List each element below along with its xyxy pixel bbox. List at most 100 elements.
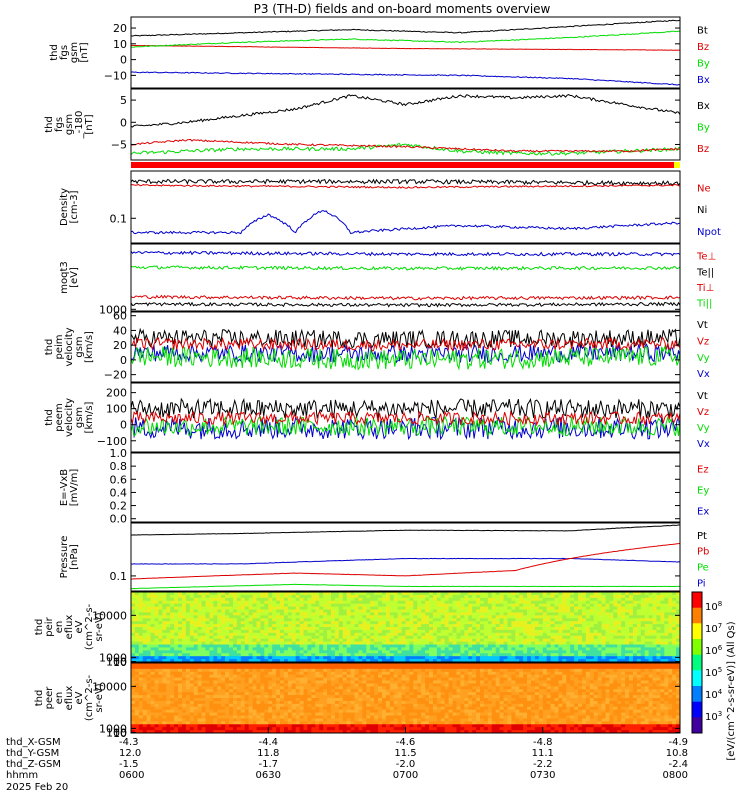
- heatmap-cell: [299, 635, 304, 640]
- heatmap-cell: [507, 656, 512, 660]
- heatmap-cell: [276, 656, 281, 660]
- heatmap-cell: [229, 621, 234, 625]
- heatmap-cell: [385, 612, 391, 616]
- heatmap-cell: [158, 718, 163, 722]
- heatmap-cell: [221, 721, 226, 725]
- heatmap-cell: [429, 629, 434, 634]
- heatmap-cell: [495, 594, 501, 599]
- heatmap-cell: [397, 615, 402, 619]
- heatmap-cell: [272, 730, 277, 734]
- heatmap-cell: [483, 627, 489, 631]
- heatmap-cell: [287, 686, 293, 690]
- heatmap-cell: [632, 621, 638, 625]
- heatmap-cell: [197, 715, 202, 719]
- heatmap-cell: [146, 703, 152, 708]
- heatmap-cell: [358, 606, 363, 610]
- heatmap-cell: [425, 597, 430, 602]
- heatmap-cell: [244, 635, 250, 640]
- heatmap-cell: [209, 594, 214, 599]
- heatmap-cell: [213, 629, 218, 634]
- heatmap-cell: [131, 730, 136, 734]
- heatmap-cell: [617, 606, 622, 610]
- heatmap-cell: [632, 606, 638, 610]
- heatmap-cell: [315, 641, 320, 645]
- heatmap-cell: [213, 686, 218, 690]
- heatmap-cell: [601, 627, 606, 631]
- heatmap-cell: [280, 618, 285, 622]
- heatmap-cell: [166, 700, 171, 705]
- legend-Vz: Vz: [697, 407, 709, 418]
- heatmap-cell: [299, 700, 304, 705]
- heatmap-cell: [562, 635, 567, 640]
- heatmap-cell: [530, 609, 536, 613]
- heatmap-cell: [570, 656, 575, 660]
- heatmap-cell: [374, 647, 379, 651]
- heatmap-cell: [350, 629, 355, 634]
- heatmap-cell: [472, 597, 477, 602]
- heatmap-cell: [440, 635, 446, 640]
- heatmap-cell: [213, 692, 218, 696]
- heatmap-cell: [346, 665, 351, 670]
- heatmap-cell: [283, 632, 289, 637]
- heatmap-cell: [668, 594, 673, 599]
- heatmap-cell: [625, 656, 630, 660]
- heatmap-cell: [240, 609, 246, 613]
- heatmap-cell: [146, 635, 152, 640]
- heatmap-cell: [217, 600, 222, 605]
- heatmap-cell: [632, 624, 638, 628]
- heatmap-cell: [385, 653, 391, 657]
- heatmap-cell: [189, 683, 195, 687]
- heatmap-cell: [338, 653, 344, 657]
- heatmap-cell: [366, 644, 371, 648]
- heatmap-cell: [476, 627, 481, 631]
- heatmap-cell: [570, 600, 575, 605]
- heatmap-cell: [248, 659, 253, 663]
- heatmap-cell: [272, 712, 277, 716]
- heatmap-cell: [178, 609, 183, 613]
- ylabel-line: en: [54, 621, 65, 634]
- heatmap-cell: [217, 683, 222, 687]
- heatmap-cell: [185, 603, 191, 607]
- heatmap-cell: [158, 695, 163, 699]
- heatmap-cell: [158, 715, 163, 719]
- heatmap-cell: [272, 612, 277, 616]
- heatmap-cell: [158, 689, 163, 693]
- heatmap-cell: [436, 641, 442, 645]
- heatmap-cell: [225, 715, 230, 719]
- heatmap-cell: [405, 635, 410, 640]
- heatmap-cell: [483, 615, 489, 619]
- heatmap-cell: [558, 659, 563, 663]
- heatmap-cell: [221, 606, 226, 610]
- heatmap-cell: [672, 600, 677, 605]
- heatmap-cell: [315, 680, 320, 684]
- heatmap-cell: [601, 641, 606, 645]
- heatmap-cell: [397, 650, 402, 654]
- heatmap-cell: [562, 644, 567, 648]
- heatmap-cell: [287, 706, 293, 711]
- heatmap-cell: [154, 712, 159, 716]
- heatmap-cell: [558, 600, 563, 605]
- heatmap-cell: [389, 635, 395, 640]
- heatmap-cell: [334, 650, 340, 654]
- ylabel: thd peem velocity gsm [km/s]: [44, 398, 95, 437]
- heatmap-cell: [138, 703, 144, 708]
- heatmap-cell: [209, 698, 214, 702]
- heatmap-cell: [185, 721, 191, 725]
- heatmap-cell: [574, 629, 579, 634]
- heatmap-cell: [319, 709, 324, 713]
- heatmap-cell: [566, 621, 571, 625]
- heatmap-cell: [307, 659, 312, 663]
- heatmap-cell: [436, 615, 442, 619]
- heatmap-cell: [236, 698, 242, 702]
- heatmap-cell: [178, 618, 183, 622]
- heatmap-cell: [146, 659, 152, 663]
- heatmap-cell: [672, 650, 677, 654]
- heatmap-cell: [652, 638, 657, 642]
- heatmap-cell: [264, 706, 269, 711]
- heatmap-cell: [366, 621, 371, 625]
- heatmap-cell: [213, 656, 218, 660]
- heatmap-cell: [209, 680, 214, 684]
- heatmap-cell: [158, 677, 163, 681]
- heatmap-cell: [648, 609, 653, 613]
- heatmap-cell: [287, 709, 293, 713]
